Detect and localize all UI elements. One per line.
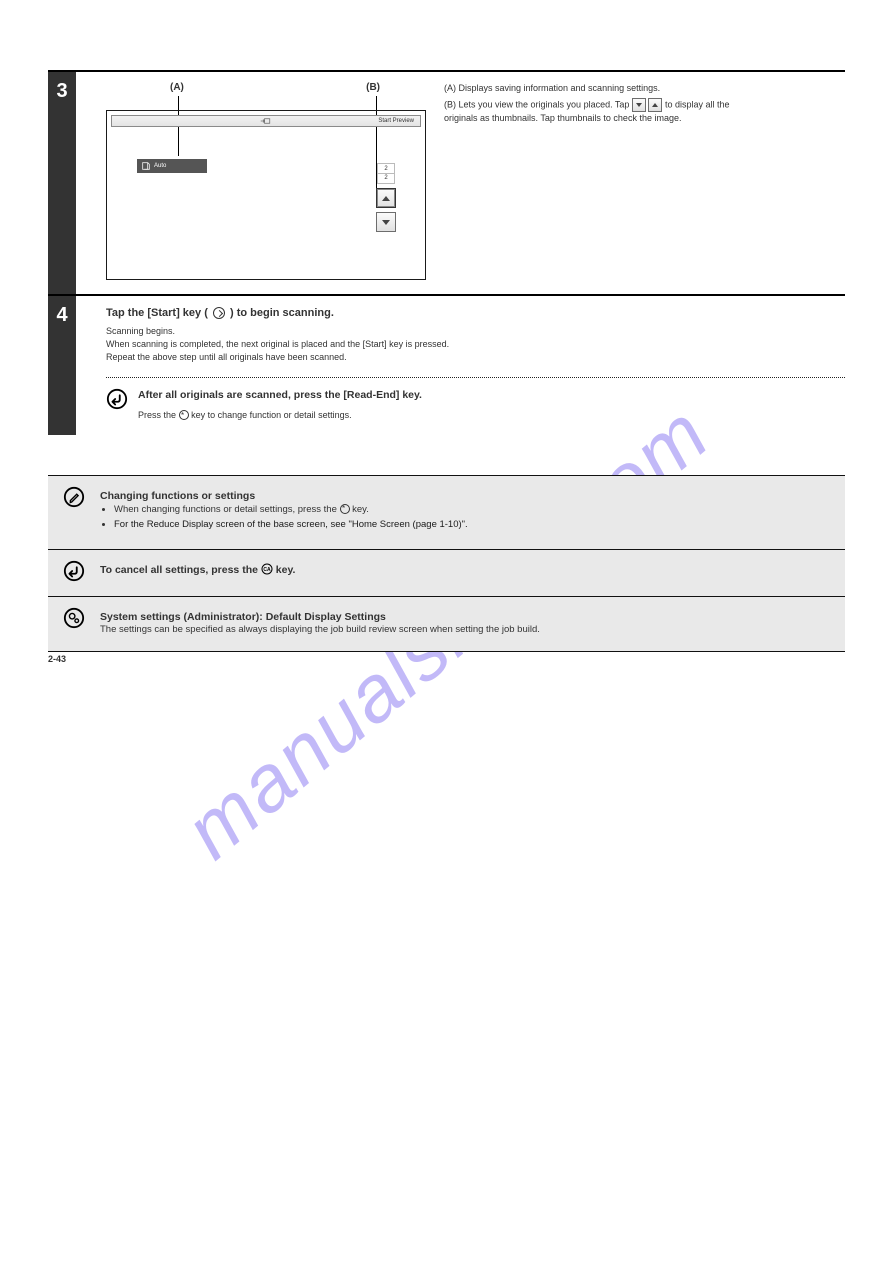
inline-up-button[interactable] [648,98,662,112]
arrow-up-icon [382,196,390,201]
callout-b-text-b: to display all the [665,100,730,110]
info-changing-title: Changing functions or settings [100,486,831,503]
after-row: After all originals are scanned, press t… [106,388,845,421]
info-changing-b2: For the Reduce Display screen of the bas… [114,519,468,530]
input-chip[interactable]: Auto [137,159,207,173]
dotted-separator [106,377,845,378]
step-3-left: (A) (B) Start Preview [106,82,426,280]
scroll-down-button[interactable] [376,212,396,232]
info-cancel-title-a: To cancel all settings, press the [100,564,258,576]
step-4-heading-b: ) to begin scanning. [230,307,334,319]
document-icon [141,161,151,171]
info-changing-block: Changing functions or settings When chan… [48,475,845,549]
gears-icon [63,607,85,629]
clear-all-icon: CA [261,563,273,575]
step-3-right: (A) Displays saving information and scan… [426,82,845,280]
scroll-up-button[interactable] [376,188,396,208]
start-key-icon [213,307,225,319]
after-label: After all originals are scanned, press t… [138,388,422,403]
input-source-icon [260,117,272,125]
info-changing-body: Changing functions or settings When chan… [100,486,831,535]
callout-b: (B) [366,82,380,110]
arrow-down-icon [382,220,390,225]
page: 3 (A) (B) [0,0,893,692]
info-section: Changing functions or settings When chan… [48,475,845,652]
callout-b-text-c: originals as thumbnails. Tap thumbnails … [444,112,845,124]
page-number: 2-43 [48,654,66,664]
inline-down-button[interactable] [632,98,646,112]
step-4-body: Tap the [Start] key ( ) to begin scannin… [76,296,845,435]
info-changing-b1-b: key. [352,504,369,515]
info-changing-b1-a: When changing functions or detail settin… [114,504,337,515]
info-system-text: The settings can be specified as always … [100,624,831,637]
chip-label: Auto [154,163,166,169]
info-cancel-title-b: key. [276,564,296,576]
info-cancel-body: To cancel all settings, press the CA key… [100,560,831,577]
settings-key-icon [340,504,350,514]
after-note-a: Press the [138,410,176,420]
callout-b-text-a: (B) Lets you view the originals you plac… [444,100,629,110]
page-indicator: 2 2 [377,163,395,184]
step-4-heading-a: Tap the [Start] key ( [106,307,208,319]
step-4-number: 4 [48,296,76,435]
return-icon [106,388,128,410]
page-current: 2 [378,165,394,173]
callout-a: (A) [170,82,184,110]
after-note-b: key to change function or detail setting… [191,410,352,420]
step-3-body: (A) (B) Start Preview [76,72,845,294]
info-system-title: System settings (Administrator): Default… [100,607,831,624]
page-total: 2 [378,173,394,182]
svg-text:CA: CA [263,567,271,573]
step-4-sub2: When scanning is completed, the next ori… [106,338,845,351]
scroll-stack: 2 2 [371,163,401,232]
info-system-body: System settings (Administrator): Default… [100,607,831,637]
step-3-number: 3 [48,72,76,294]
ui-panel: Start Preview Auto 2 [106,110,426,280]
info-cancel-block: To cancel all settings, press the CA key… [48,549,845,596]
panel-title-right: Start Preview [378,118,414,124]
step-4-row: 4 Tap the [Start] key ( ) to begin scann… [48,294,845,435]
arrow-up-icon [652,103,658,107]
step-4-sub3: Repeat the above step until all original… [106,351,845,364]
arrow-down-icon [636,103,642,107]
pencil-icon [63,486,85,508]
info-system-block: System settings (Administrator): Default… [48,596,845,652]
return-icon [63,560,85,582]
panel-title-bar: Start Preview [111,115,421,127]
step-4-sub1: Scanning begins. [106,325,845,338]
callout-a-text: (A) Displays saving information and scan… [444,82,845,94]
settings-key-icon [179,410,189,420]
step-3-row: 3 (A) (B) [48,70,845,294]
